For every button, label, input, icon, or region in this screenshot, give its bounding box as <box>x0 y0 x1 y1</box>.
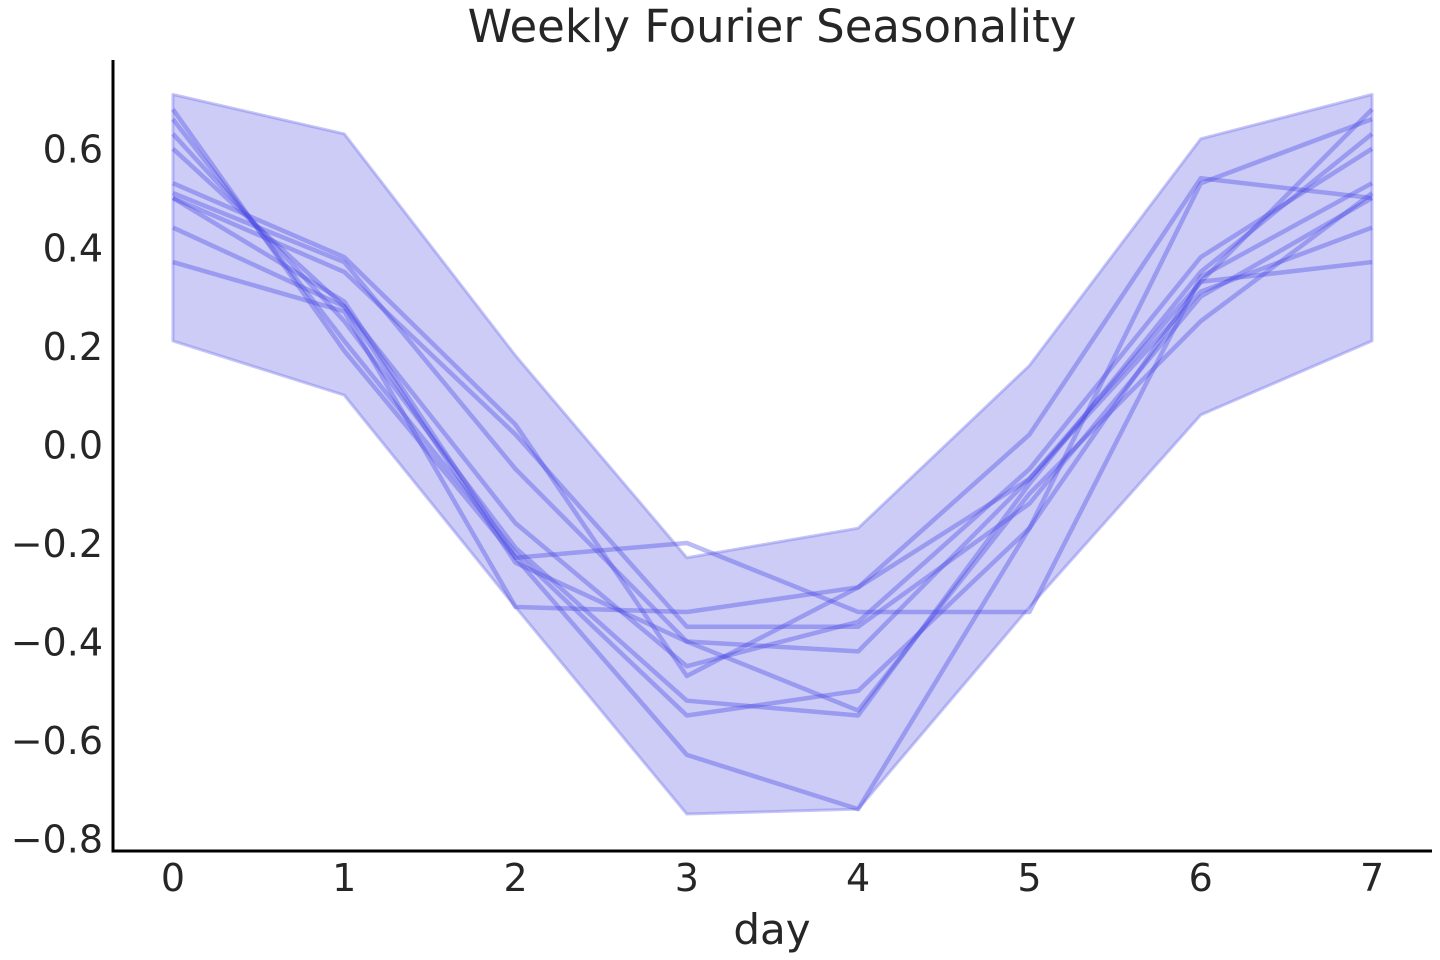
y-tick-label: −0.2 <box>11 522 103 566</box>
series-line-3 <box>171 132 1374 718</box>
y-tick-label: 0.4 <box>43 226 103 270</box>
x-tick-label: 2 <box>503 856 527 900</box>
y-tick-label: −0.6 <box>11 719 103 763</box>
series-line-6 <box>172 190 1374 713</box>
x-tick-label: 6 <box>1189 856 1213 900</box>
x-axis-title: day <box>733 905 810 954</box>
series-line-7 <box>172 195 1374 630</box>
uncertainty-band <box>171 92 1374 816</box>
y-tick-label: −0.4 <box>11 621 103 665</box>
series-line-4 <box>171 146 1374 669</box>
x-tick-label: 0 <box>161 856 185 900</box>
x-tick-label: 5 <box>1017 856 1041 900</box>
series-line-5 <box>172 176 1373 679</box>
x-axis-ticks: 0 1 2 3 4 5 6 7 <box>161 856 1384 900</box>
x-tick-label: 3 <box>675 856 699 900</box>
series-line-2 <box>171 117 1373 718</box>
x-tick-label: 4 <box>846 856 870 900</box>
y-tick-label: −0.8 <box>11 818 103 862</box>
series-line-9 <box>172 225 1373 654</box>
y-tick-label: 0.0 <box>43 423 103 467</box>
y-tick-label: 0.2 <box>43 325 103 369</box>
x-tick-label: 7 <box>1360 856 1384 900</box>
chart-title: Weekly Fourier Seasonality <box>468 0 1077 53</box>
y-axis-ticks: 0.6 0.4 0.2 0.0 −0.2 −0.4 −0.6 −0.8 <box>11 128 103 862</box>
series-lines <box>171 107 1374 812</box>
series-line-10 <box>172 259 1373 615</box>
x-tick-label: 1 <box>332 856 356 900</box>
plot-area <box>171 92 1374 816</box>
series-line-1 <box>171 107 1374 812</box>
y-tick-label: 0.6 <box>43 128 103 172</box>
series-line-8 <box>171 181 1374 615</box>
